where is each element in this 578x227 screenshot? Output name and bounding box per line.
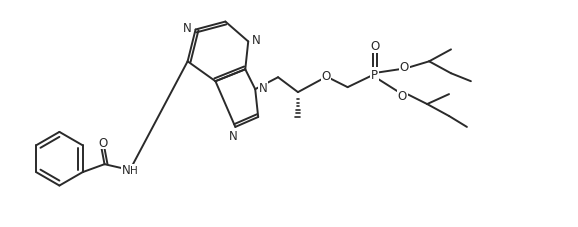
Text: O: O: [98, 136, 107, 149]
Text: N: N: [259, 81, 268, 94]
Text: N: N: [122, 163, 131, 176]
Text: O: O: [399, 61, 409, 74]
Text: N: N: [252, 34, 261, 47]
Text: H: H: [131, 165, 138, 175]
Text: H: H: [128, 164, 135, 174]
Text: O: O: [398, 89, 407, 102]
Text: N: N: [122, 163, 131, 176]
Text: O: O: [371, 40, 380, 53]
Text: N: N: [229, 130, 238, 143]
Text: P: P: [371, 68, 378, 81]
Text: N: N: [183, 22, 192, 35]
Text: O: O: [321, 69, 331, 82]
